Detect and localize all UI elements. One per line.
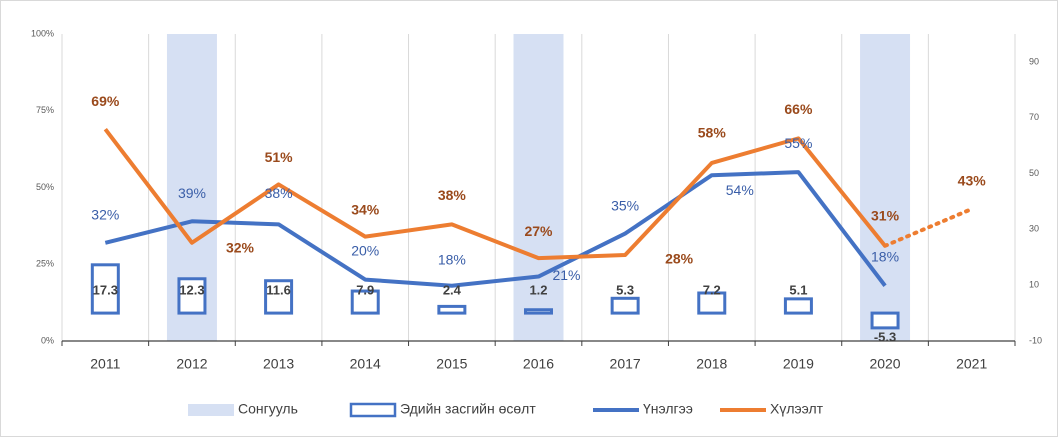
- legend-label: Хүлээлт: [770, 401, 824, 417]
- line-label: 32%: [91, 206, 119, 222]
- y2-tick-label: 50: [1029, 168, 1039, 178]
- x-tick-label: 2018: [696, 356, 727, 372]
- line-label: 38%: [265, 185, 293, 201]
- bar-label: 7.9: [356, 283, 374, 298]
- line-label: 31%: [871, 208, 900, 224]
- y-tick-label: 100%: [31, 28, 54, 38]
- growth-bar: [350, 289, 380, 315]
- x-tick-label: 2015: [436, 356, 467, 372]
- y-tick-label: 75%: [36, 105, 54, 115]
- election-band: [513, 34, 564, 341]
- x-tick-label: 2016: [523, 356, 554, 372]
- line-label: 54%: [726, 182, 754, 198]
- legend-label: Эдийн засгийн өсөлт: [400, 401, 536, 417]
- y-tick-label: 25%: [36, 259, 54, 269]
- bar-label: 5.3: [616, 283, 634, 298]
- y2-tick-label: 30: [1029, 224, 1039, 234]
- growth-bar: [90, 263, 120, 315]
- x-tick-label: 2013: [263, 356, 294, 372]
- line-label: 18%: [871, 248, 899, 264]
- legend-swatch: [349, 402, 397, 418]
- y2-tick-label: 10: [1029, 280, 1039, 290]
- line-label: 20%: [351, 242, 379, 258]
- y-tick-label: 0%: [41, 335, 54, 345]
- line-label: 39%: [178, 185, 206, 201]
- line-label: 32%: [226, 239, 255, 255]
- growth-bar: [870, 311, 900, 330]
- line-label: 51%: [265, 149, 294, 165]
- line-label: 34%: [351, 201, 380, 217]
- bar-label: 11.6: [266, 283, 291, 298]
- line-label: 21%: [552, 267, 580, 283]
- growth-bar: [177, 277, 207, 315]
- line: [104, 170, 887, 288]
- line-label: 38%: [438, 187, 467, 203]
- x-tick-label: 2011: [90, 356, 120, 372]
- x-tick-label: 2019: [783, 356, 814, 372]
- growth-bar: [264, 279, 294, 315]
- legend-label: Сонгууль: [238, 401, 298, 417]
- line-label: 35%: [611, 197, 639, 213]
- line: [103, 127, 887, 261]
- growth-bar: [783, 297, 813, 315]
- growth-bar: [610, 296, 640, 315]
- bar-label: 5.1: [789, 283, 807, 298]
- x-tick-label: 2014: [350, 356, 381, 372]
- x-tick-label: 2012: [176, 356, 207, 372]
- y-tick-label: 50%: [36, 182, 54, 192]
- y2-tick-label: -10: [1029, 335, 1042, 345]
- y2-tick-label: 70: [1029, 112, 1039, 122]
- election-band: [860, 34, 911, 341]
- growth-bar: [437, 304, 467, 315]
- bar-label: -5.3: [874, 329, 896, 344]
- legend-label: Үнэлгээ: [643, 401, 693, 417]
- line-label: 58%: [698, 125, 727, 141]
- line-label: 66%: [784, 101, 813, 117]
- y2-tick-label: 90: [1029, 56, 1039, 66]
- bar-label: 7.2: [703, 283, 721, 298]
- bar-label: 2.4: [443, 283, 462, 298]
- x-tick-label: 2020: [869, 356, 900, 372]
- line-label: 55%: [784, 135, 812, 151]
- line-projection: [883, 206, 974, 248]
- line-label: 28%: [665, 251, 694, 267]
- line-label: 27%: [524, 223, 553, 239]
- growth-bar: [524, 308, 553, 315]
- legend-swatch: [188, 404, 234, 416]
- line-label: 18%: [438, 251, 466, 267]
- growth-bar: [697, 291, 727, 315]
- bar-label: 1.2: [529, 283, 547, 298]
- bar-label: 17.3: [93, 283, 118, 298]
- line-label: 43%: [958, 173, 987, 189]
- x-tick-label: 2017: [610, 356, 641, 372]
- x-tick-label: 2021: [956, 356, 987, 372]
- bar-label: 12.3: [179, 283, 204, 298]
- line-label: 69%: [91, 93, 120, 109]
